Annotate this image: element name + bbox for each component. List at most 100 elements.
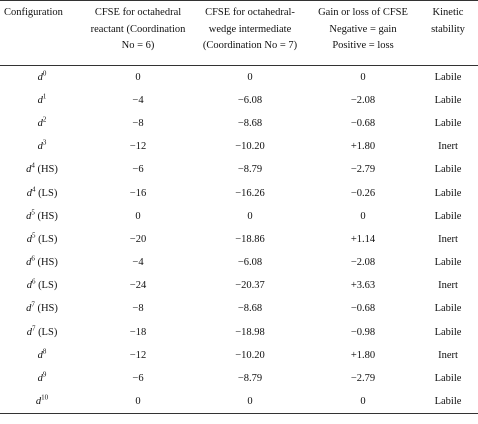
cell-cfse-intermediate: −6.08	[237, 94, 263, 106]
cell-configuration: d0	[0, 66, 84, 89]
configuration-spin-state: (LS)	[35, 280, 58, 292]
table-row: d10 0 0 0 Labile	[0, 390, 478, 414]
cell-cfse-intermediate: −16.26	[235, 187, 265, 199]
cell-cfse-intermediate: −8.68	[237, 117, 263, 129]
cell-cfse-change: +1.80	[350, 349, 376, 361]
cell-kinetic-stability: Labile	[434, 303, 462, 315]
cell-cfse-intermediate: −18.98	[235, 326, 265, 338]
configuration-electron-count: 10	[41, 393, 49, 402]
cell-kinetic-stability: Inert	[438, 233, 458, 245]
header-gain-loss: Gain or loss of CFSE Negative = gain Pos…	[308, 0, 418, 66]
configuration-spin-state: (HS)	[34, 210, 58, 222]
cell-kinetic-stability: Labile	[434, 71, 462, 83]
cell-cfse-reactant: 0	[84, 390, 192, 414]
cell-configuration: d10	[0, 390, 84, 414]
configuration-electron-count: 7	[31, 300, 35, 309]
cell-cfse-change: +3.63	[350, 280, 376, 292]
table-body: d0 0 0 0 Labile d1 −4 −6.08 −2.08 Labile d2 −8 −8.68…	[0, 66, 478, 414]
configuration-electron-count: 4	[31, 161, 35, 170]
cell-cfse-reactant: −20	[129, 233, 147, 245]
cell-cfse-change: −2.79	[350, 373, 376, 385]
cell-cfse-intermediate: −20.37	[235, 280, 265, 292]
cell-cfse-change: 0	[360, 71, 366, 83]
cell-cfse-change: −0.26	[350, 187, 376, 199]
configuration-electron-count: 1	[42, 92, 47, 101]
cell-cfse-reactant: 0	[135, 210, 141, 222]
cell-kinetic-stability: Labile	[434, 326, 462, 338]
cell-kinetic-stability: Labile	[434, 373, 462, 385]
header-row: Configuration CFSE for octahedral reacta…	[0, 0, 478, 66]
cell-cfse-reactant: −4	[132, 94, 144, 106]
cell-cfse-change: 0	[308, 390, 418, 414]
configuration-letter: d	[26, 326, 32, 338]
cell-cfse-change: 0	[360, 210, 366, 222]
configuration-electron-count: 7	[31, 324, 36, 333]
configuration-letter: d	[26, 280, 32, 292]
table-row: d9 −6 −8.79 −2.79 Labile	[0, 367, 478, 390]
cell-kinetic-stability: Inert	[438, 349, 458, 361]
configuration-letter: d	[37, 117, 43, 129]
header-kinetic-stability: Kinetic stability	[418, 0, 478, 66]
cell-cfse-change: +1.14	[350, 233, 376, 245]
configuration-letter: d	[37, 141, 43, 153]
configuration-spin-state: (LS)	[35, 326, 58, 338]
cell-cfse-reactant: −24	[129, 280, 147, 292]
configuration-spin-state: (LS)	[35, 233, 58, 245]
header-cfse-reactant: CFSE for octahedral reactant (Coordinati…	[84, 0, 192, 66]
cell-kinetic-stability: Labile	[418, 390, 478, 414]
cell-kinetic-stability: Labile	[434, 117, 462, 129]
cell-cfse-reactant: −16	[129, 187, 147, 199]
table-header: Configuration CFSE for octahedral reacta…	[0, 0, 478, 66]
cell-cfse-reactant: −8	[132, 303, 144, 315]
configuration-letter: d	[35, 395, 42, 407]
configuration-electron-count: 9	[42, 370, 47, 379]
table-row: d6 (LS) −24 −20.37 +3.63 Inert	[0, 274, 478, 297]
configuration-letter: d	[26, 210, 32, 222]
table-row: d0 0 0 0 Labile	[0, 66, 478, 89]
cell-configuration: d8	[0, 344, 84, 367]
cell-cfse-change: −2.08	[350, 257, 376, 269]
cell-configuration: d5 (HS)	[0, 205, 84, 228]
cell-cfse-reactant: 0	[135, 71, 141, 83]
configuration-electron-count: 2	[42, 115, 47, 124]
cell-cfse-intermediate: −8.68	[237, 303, 263, 315]
table-row: d4 (LS) −16 −16.26 −0.26 Labile	[0, 181, 478, 204]
cell-configuration: d4 (LS)	[0, 181, 84, 204]
configuration-spin-state: (LS)	[35, 187, 58, 199]
table-row: d5 (LS) −20 −18.86 +1.14 Inert	[0, 228, 478, 251]
cell-kinetic-stability: Labile	[434, 94, 462, 106]
cell-kinetic-stability: Labile	[434, 187, 462, 199]
cell-kinetic-stability: Labile	[434, 257, 462, 269]
configuration-spin-state: (HS)	[34, 257, 58, 269]
header-gain-loss-title: Gain or loss of CFSE	[318, 7, 408, 18]
cell-cfse-reactant: −6	[132, 373, 144, 385]
configuration-letter: d	[26, 257, 32, 269]
configuration-letter: d	[37, 71, 43, 83]
cell-cfse-reactant: −8	[132, 117, 144, 129]
cell-configuration: d7 (LS)	[0, 321, 84, 344]
cell-configuration: d3	[0, 135, 84, 158]
cell-kinetic-stability: Inert	[438, 280, 458, 292]
table-row: d8 −12 −10.20 +1.80 Inert	[0, 344, 478, 367]
cell-cfse-reactant: −18	[129, 326, 147, 338]
cell-cfse-reactant: −6	[132, 164, 144, 176]
configuration-electron-count: 6	[31, 277, 36, 286]
cell-configuration: d4 (HS)	[0, 158, 84, 181]
cell-cfse-intermediate: −8.79	[237, 164, 263, 176]
configuration-spin-state: (HS)	[34, 303, 58, 315]
configuration-electron-count: 5	[31, 231, 36, 240]
cell-cfse-change: −0.98	[350, 326, 376, 338]
cell-cfse-intermediate: 0	[247, 71, 253, 83]
cell-cfse-intermediate: 0	[247, 210, 253, 222]
configuration-electron-count: 0	[42, 69, 47, 78]
header-configuration: Configuration	[0, 0, 84, 66]
cell-cfse-intermediate: −10.20	[235, 349, 265, 361]
configuration-letter: d	[26, 164, 32, 176]
table-row: d1 −4 −6.08 −2.08 Labile	[0, 89, 478, 112]
header-gain-loss-negative: Negative = gain	[329, 23, 397, 35]
cell-configuration: d7 (HS)	[0, 297, 84, 320]
cell-cfse-intermediate: 0	[192, 390, 308, 414]
cell-kinetic-stability: Labile	[434, 210, 462, 222]
cell-cfse-change: −0.68	[350, 117, 376, 129]
